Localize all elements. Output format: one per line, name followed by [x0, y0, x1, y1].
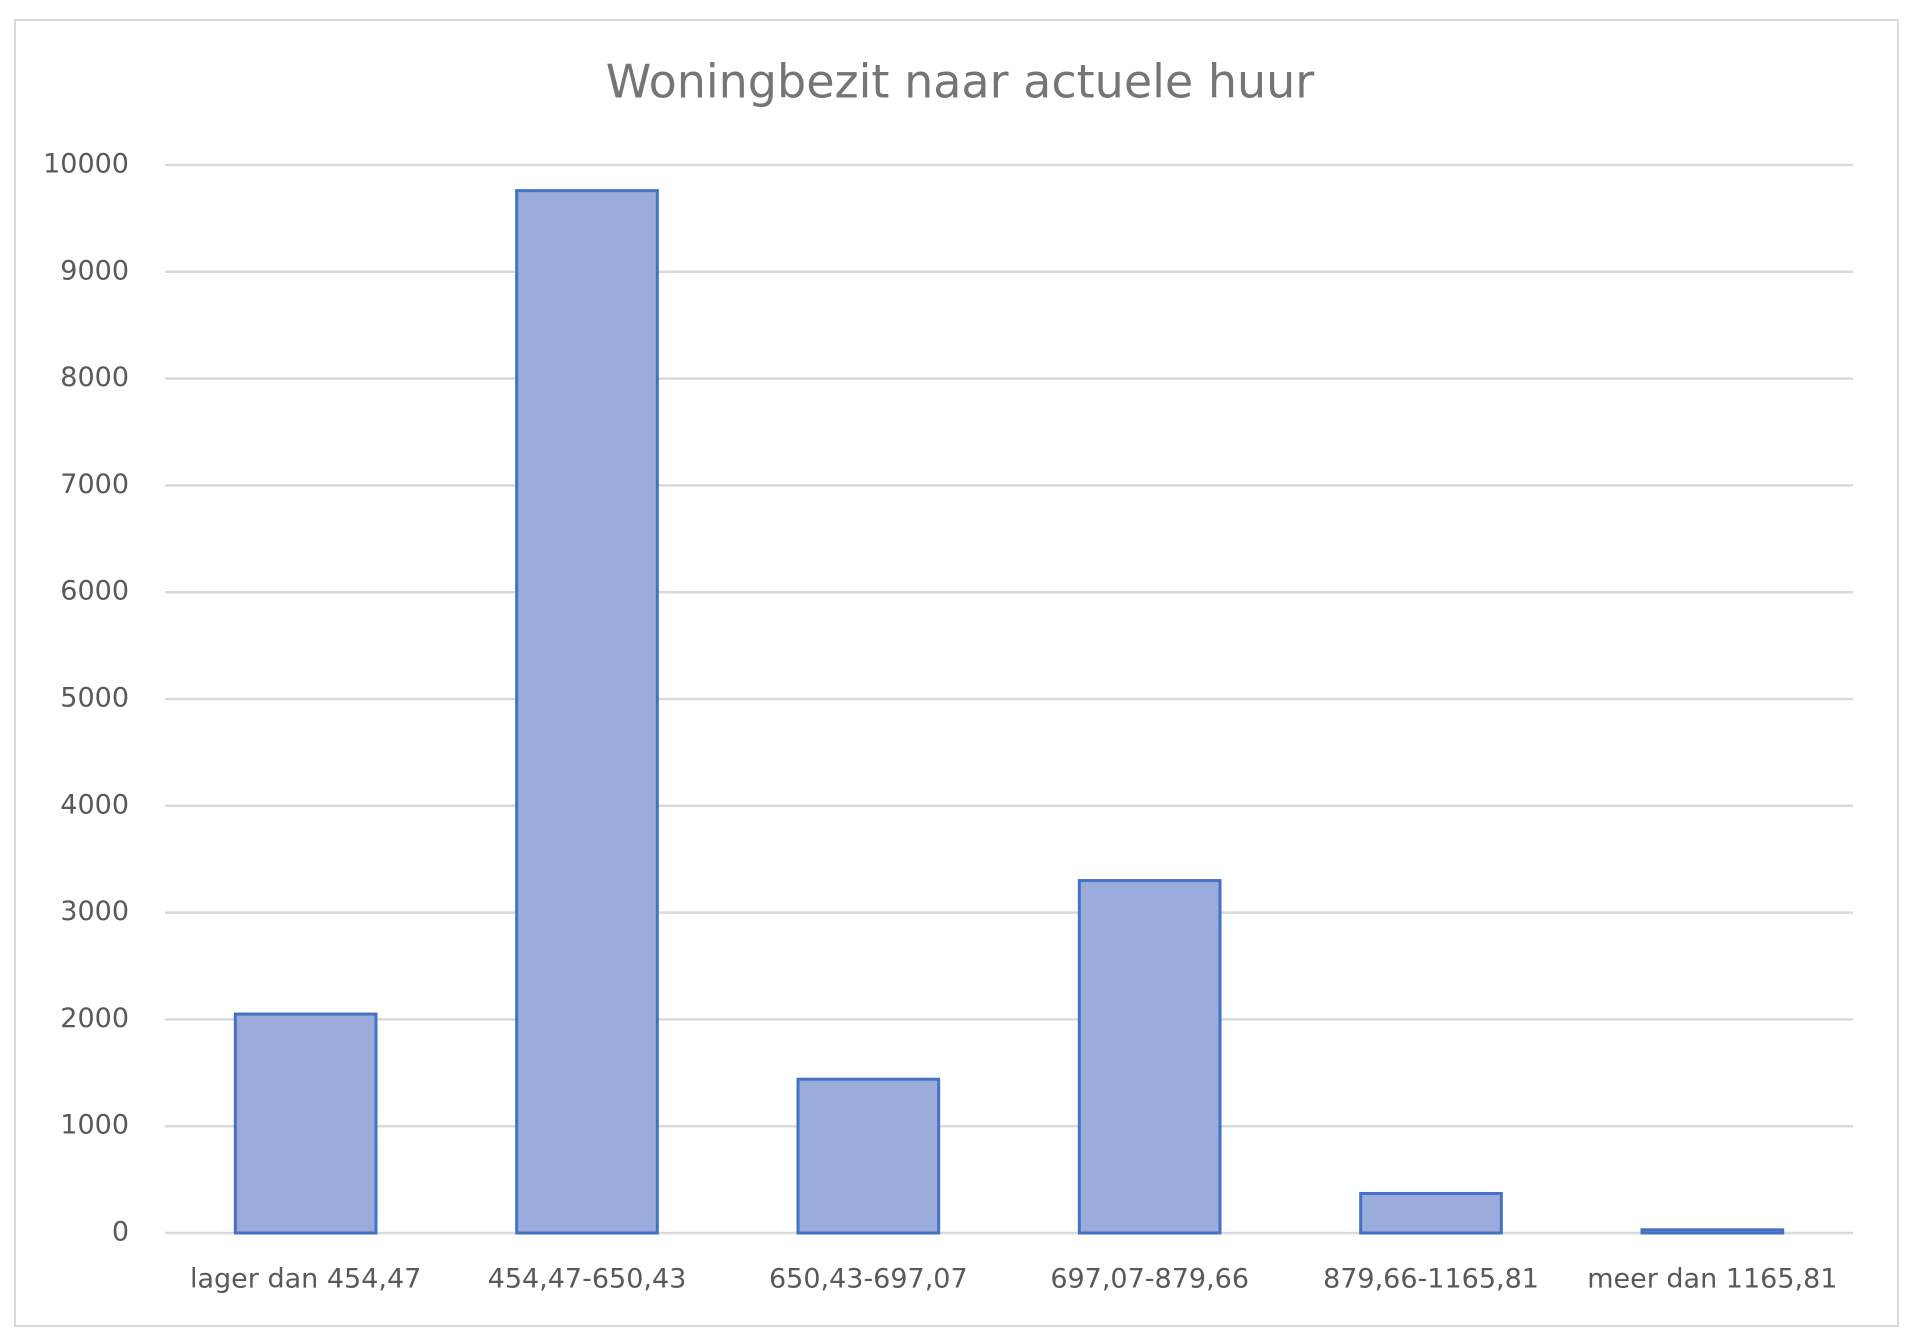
bar — [515, 189, 659, 1235]
bar — [796, 1077, 941, 1235]
y-tick-label: 2000 — [60, 1003, 129, 1034]
y-tick-label: 6000 — [60, 576, 129, 607]
y-tick-label: 4000 — [60, 789, 129, 820]
x-tick-label: 879,66-1165,81 — [1323, 1264, 1539, 1295]
x-tick-label: lager dan 454,47 — [190, 1264, 421, 1295]
y-tick-label: 10000 — [43, 149, 129, 180]
y-tick-label: 8000 — [60, 362, 129, 393]
bar — [233, 1012, 378, 1235]
y-tick-label: 0 — [112, 1217, 129, 1248]
x-tick-label: 454,47-650,43 — [488, 1264, 687, 1295]
y-tick-label: 9000 — [60, 255, 129, 286]
bar — [1359, 1191, 1503, 1235]
y-tick-label: 1000 — [60, 1110, 129, 1141]
x-tick-label: meer dan 1165,81 — [1587, 1264, 1837, 1295]
bar — [1640, 1228, 1785, 1235]
y-tick-label: 7000 — [60, 469, 129, 500]
y-tick-label: 5000 — [60, 683, 129, 714]
x-tick-label: 697,07-879,66 — [1050, 1264, 1249, 1295]
x-tick-label: 650,43-697,07 — [769, 1264, 968, 1295]
chart-title: Woningbezit naar actuele huur — [606, 55, 1315, 109]
bar — [1077, 879, 1222, 1235]
y-tick-label: 3000 — [60, 896, 129, 927]
